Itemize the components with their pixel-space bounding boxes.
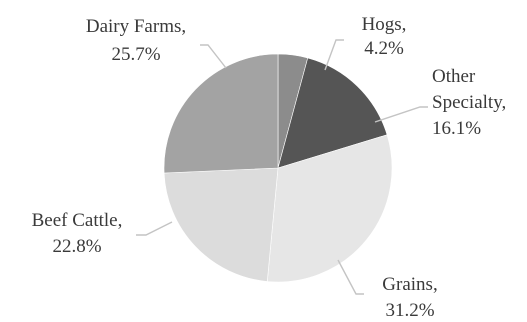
leader-line-beef-cattle	[136, 221, 173, 236]
leader-line-dairy-farms	[200, 44, 227, 69]
pie-slice-dairy-farms	[163, 53, 279, 174]
leader-line-hogs	[324, 39, 344, 71]
slice-label-other-specialty: Other Specialty, 16.1%	[432, 66, 506, 139]
slice-label-grains: Grains, 31.2%	[382, 274, 437, 321]
slice-labels: Hogs, 4.2% Other Specialty, 16.1% Grains, 31.2…	[32, 14, 507, 321]
slice-label-dairy-farms: Dairy Farms, 25.7%	[86, 16, 186, 65]
pie-slice-other-specialty	[277, 57, 388, 169]
slice-label-beef-cattle: Beef Cattle, 22.8%	[32, 210, 123, 257]
pie-slice-grains	[266, 134, 393, 283]
pie-slice-beef-cattle	[163, 167, 279, 282]
slice-label-hogs: Hogs, 4.2%	[362, 14, 407, 59]
pie-slices	[163, 53, 393, 283]
leader-line-other-specialty	[374, 106, 428, 123]
leader-lines	[136, 39, 428, 295]
leader-line-grains	[337, 259, 364, 295]
